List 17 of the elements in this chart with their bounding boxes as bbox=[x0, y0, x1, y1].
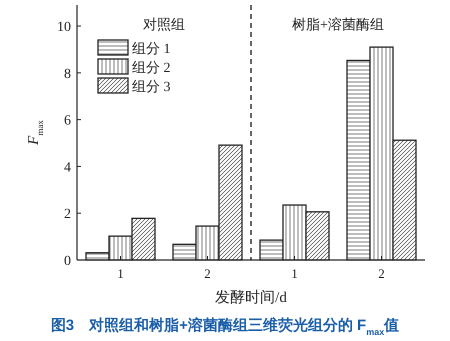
y-tick-label: 10 bbox=[57, 20, 71, 36]
x-tick-label: 2 bbox=[378, 266, 385, 281]
legend-label: 组分 1 bbox=[132, 41, 170, 57]
y-tick-label: 8 bbox=[64, 66, 71, 82]
x-tick-label: 1 bbox=[117, 266, 124, 281]
y-tick-label: 4 bbox=[64, 160, 71, 176]
legend-label: 组分 2 bbox=[132, 60, 170, 76]
text: 图3 对照组和树脂+溶菌酶组三维荧光组分的 F$_{max}$值 bbox=[50, 316, 400, 337]
y-tick-label: 2 bbox=[64, 207, 71, 222]
y-tick-label: 0 bbox=[64, 254, 71, 269]
x-tick-label: 2 bbox=[204, 266, 211, 281]
legend-label: 组分 3 bbox=[132, 79, 170, 95]
annotation: 树脂+溶菌酶组 bbox=[292, 17, 384, 33]
annotation: 对照组 bbox=[143, 17, 185, 33]
y-tick-label: 6 bbox=[64, 114, 71, 129]
x-tick-label: 1 bbox=[291, 266, 298, 281]
x-axis-title: 发酵时间/d bbox=[215, 289, 288, 306]
